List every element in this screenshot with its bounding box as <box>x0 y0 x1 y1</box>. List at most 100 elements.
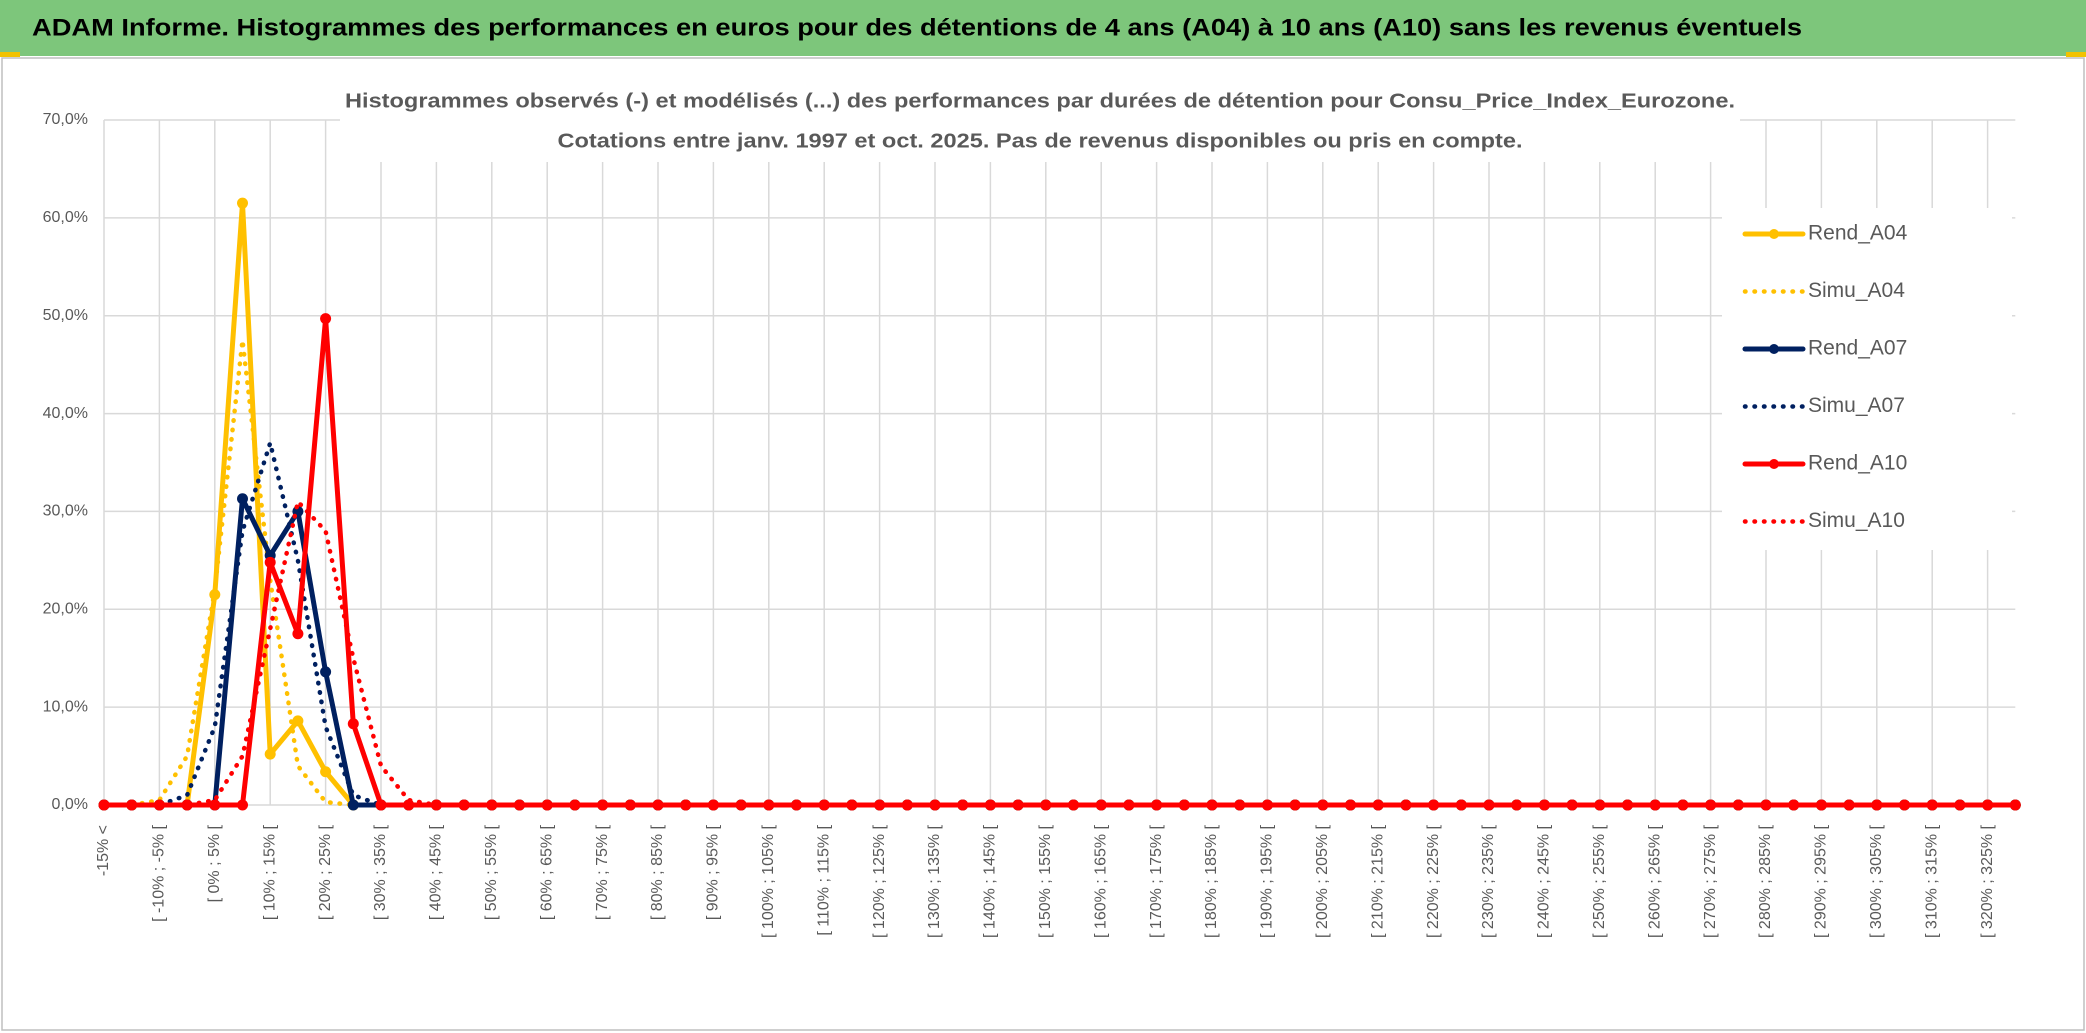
x-tick-label: [ 300% ; 305% [ <box>1868 824 1885 938</box>
x-tick-label: -15% < <box>95 825 112 876</box>
x-tick-label: [ 110% ; 115% [ <box>815 824 832 935</box>
marker <box>1206 799 1218 811</box>
x-tick-label: [ 20% ; 25% [ <box>317 824 334 920</box>
corner <box>0 52 20 57</box>
x-tick-label: [ 240% ; 245% [ <box>1536 824 1553 938</box>
marker <box>486 799 498 811</box>
marker <box>1123 799 1135 811</box>
marker <box>347 718 359 730</box>
legend-label: Rend_A07 <box>1808 337 1907 360</box>
x-tick-label: [ 70% ; 75% [ <box>594 824 611 920</box>
legend-label: Simu_A10 <box>1808 509 1905 532</box>
x-tick-label: [ 90% ; 95% [ <box>705 824 722 920</box>
corner <box>2066 52 2086 57</box>
marker <box>1538 799 1550 811</box>
x-tick-label: [ 0% ; 5% [ <box>206 824 223 902</box>
x-tick-label: [ 30% ; 35% [ <box>372 824 389 920</box>
marker <box>818 799 830 811</box>
marker <box>1871 799 1883 811</box>
marker <box>1483 799 1495 811</box>
marker <box>1455 799 1467 811</box>
chart-subtitle: Cotations entre janv. 1997 et oct. 2025.… <box>558 130 1523 152</box>
marker <box>320 313 332 325</box>
x-tick-label: [ 200% ; 205% [ <box>1314 824 1331 938</box>
marker <box>1261 799 1273 811</box>
x-tick-label: [ 150% ; 155% [ <box>1037 824 1054 938</box>
marker <box>1815 799 1827 811</box>
marker <box>375 799 387 811</box>
marker <box>1594 799 1606 811</box>
chart-frame <box>1 57 2085 1031</box>
x-tick-label: [ 170% ; 175% [ <box>1148 824 1165 938</box>
y-tick-label: 40,0% <box>43 405 88 422</box>
header-bar <box>0 0 2086 56</box>
marker <box>791 799 802 811</box>
legend-marker <box>1769 459 1779 469</box>
marker <box>1178 799 1190 811</box>
y-tick-label: 50,0% <box>43 307 88 324</box>
x-tick-label: [ 190% ; 195% [ <box>1259 824 1276 938</box>
marker <box>264 556 276 568</box>
marker <box>1843 799 1855 811</box>
legend-bg <box>1722 208 2012 550</box>
x-tick-label: [ 260% ; 265% [ <box>1646 824 1663 938</box>
marker <box>209 589 221 601</box>
marker <box>237 493 248 505</box>
x-tick-label: [ 310% ; 315% [ <box>1923 824 1940 938</box>
marker <box>1566 799 1578 811</box>
legend-label: Rend_A10 <box>1808 452 1907 475</box>
x-tick-label: [ 100% ; 105% [ <box>760 824 777 938</box>
y-tick-label: 10,0% <box>43 698 88 715</box>
marker <box>1151 799 1163 811</box>
chart-title: Histogrammes observés (-) et modélisés (… <box>345 90 1735 112</box>
marker <box>320 766 332 778</box>
marker <box>929 799 941 811</box>
x-tick-label: [ 210% ; 215% [ <box>1369 824 1386 938</box>
x-tick-label: [ 120% ; 125% [ <box>871 824 888 938</box>
marker <box>347 799 359 811</box>
x-tick-label: [ 40% ; 45% [ <box>428 824 445 920</box>
x-tick-label: [ 270% ; 275% [ <box>1702 824 1719 938</box>
x-tick-label: [ 60% ; 65% [ <box>538 824 555 920</box>
marker <box>1788 799 1800 811</box>
legend-label: Simu_A07 <box>1808 394 1905 417</box>
marker <box>569 799 581 811</box>
header-title: ADAM Informe. Histogrammes des performan… <box>32 14 1802 41</box>
legend-label: Rend_A04 <box>1808 222 1908 245</box>
x-tick-label: [ -10% ; -5% [ <box>151 824 168 921</box>
marker <box>264 748 276 760</box>
marker <box>846 799 858 811</box>
y-tick-label: 60,0% <box>43 209 88 226</box>
marker <box>1234 799 1246 811</box>
x-tick-label: [ 50% ; 55% [ <box>483 824 500 920</box>
marker <box>874 799 886 811</box>
marker <box>514 799 525 811</box>
marker <box>597 799 609 811</box>
x-tick-label: [ 140% ; 145% [ <box>982 824 999 938</box>
x-tick-label: [ 10% ; 15% [ <box>261 824 278 920</box>
x-tick-label: [ 320% ; 325% [ <box>1979 824 1996 938</box>
subtitle-bg <box>340 80 1740 162</box>
marker <box>237 197 248 209</box>
legend-label: Simu_A04 <box>1808 279 1905 302</box>
marker <box>1926 799 1938 811</box>
marker <box>209 799 221 811</box>
y-tick-label: 30,0% <box>43 503 88 520</box>
x-tick-label: [ 130% ; 135% [ <box>926 824 943 938</box>
marker <box>320 666 332 678</box>
x-tick-label: [ 280% ; 285% [ <box>1757 824 1774 938</box>
marker <box>237 799 248 811</box>
y-tick-label: 0,0% <box>52 796 88 813</box>
legend-marker <box>1769 344 1779 354</box>
marker <box>1899 799 1910 811</box>
x-tick-label: [ 80% ; 85% [ <box>649 824 666 920</box>
y-tick-label: 70,0% <box>43 111 88 128</box>
marker <box>458 799 470 811</box>
marker <box>292 715 304 727</box>
legend: Rend_A04 Simu_A04 Rend_A07 Simu_A07 Rend_A10… <box>1742 222 1908 532</box>
marker <box>901 799 913 811</box>
marker <box>541 799 553 811</box>
x-tick-label: [ 160% ; 165% [ <box>1092 824 1109 938</box>
x-tick-label: [ 230% ; 235% [ <box>1480 824 1497 938</box>
